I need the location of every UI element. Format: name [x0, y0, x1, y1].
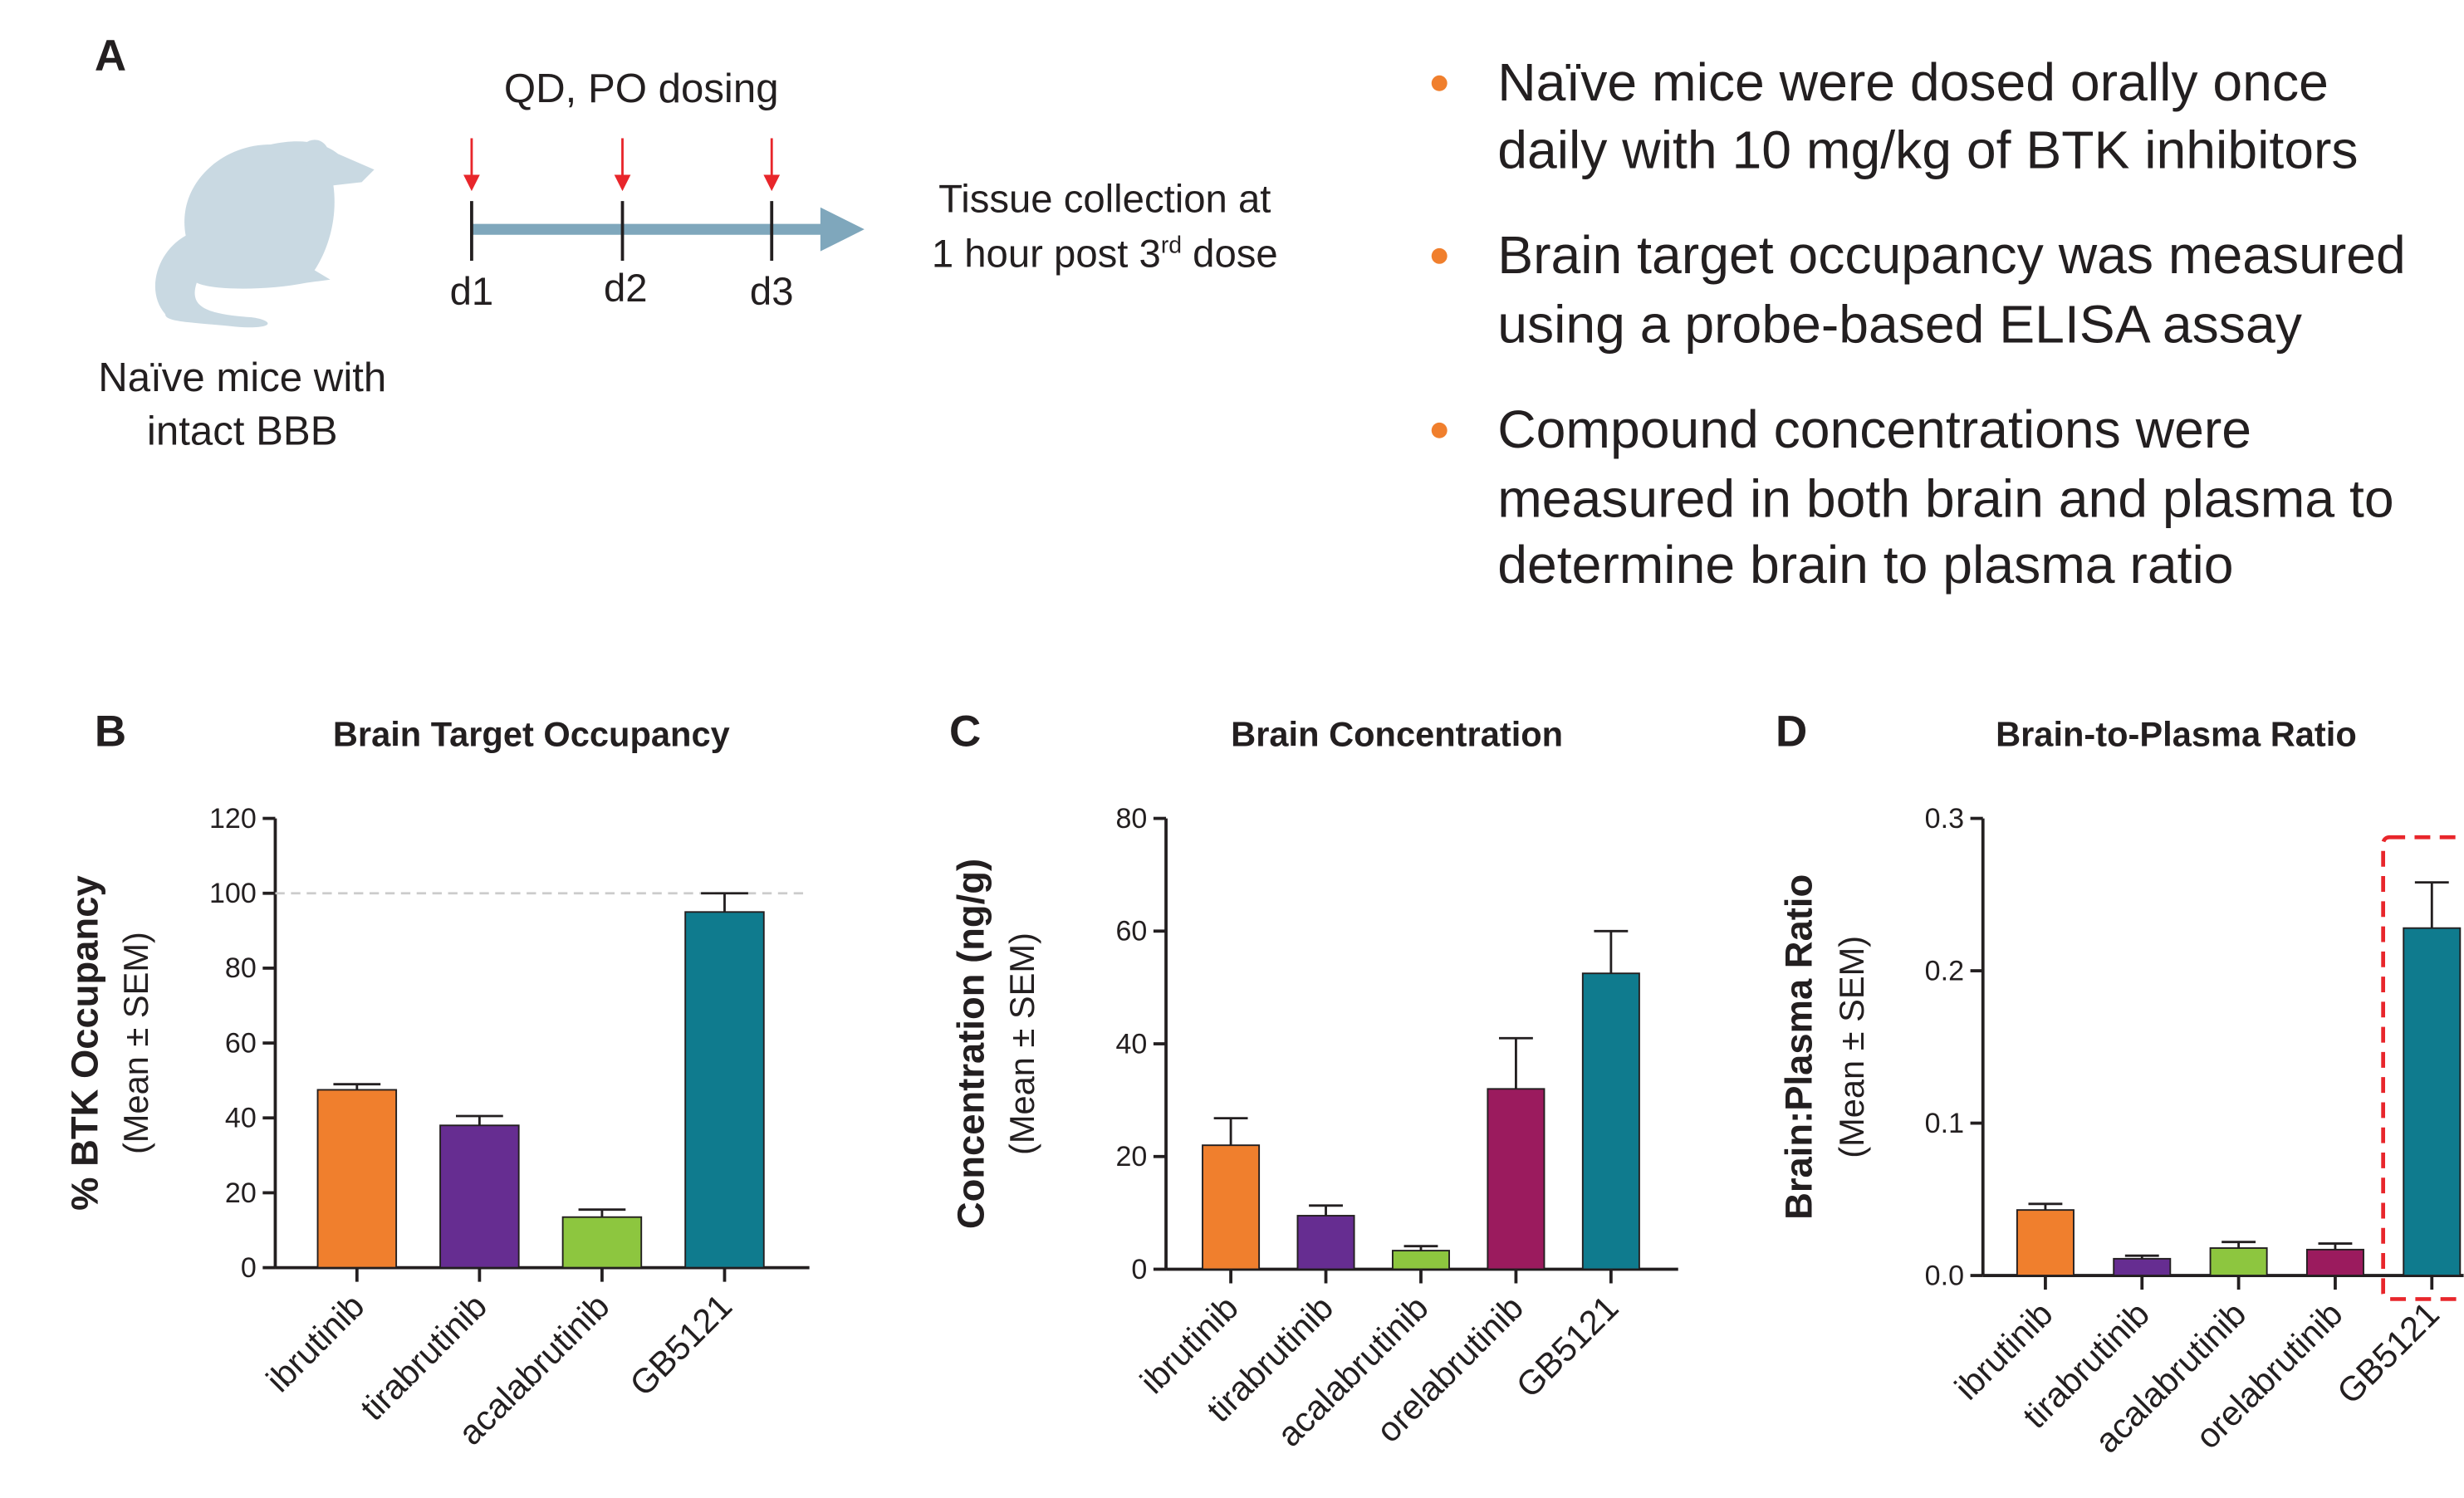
bar — [316, 1089, 398, 1269]
y-tick-label: 0.0 — [1925, 1260, 1964, 1291]
bar — [1391, 1250, 1450, 1270]
y-axis-sublabel: (Mean ± SEM) — [1832, 936, 1871, 1158]
y-tick-label: 80 — [1115, 803, 1147, 835]
chart-title: Brain Target Occupancy — [333, 715, 730, 754]
y-tick-label: 0 — [241, 1252, 257, 1284]
x-tick-label: ibrutinib — [258, 1286, 371, 1399]
bullet-text: daily with 10 mg/kg of BTK inhibitors — [1497, 120, 2358, 179]
bar — [684, 911, 765, 1269]
bar — [561, 1216, 643, 1269]
text: 1 hour post 3 — [932, 233, 1161, 277]
mouse-label: intact BBB — [147, 408, 338, 453]
collection-label: 1 hour post 3rd dose — [932, 233, 1278, 277]
bar — [1487, 1088, 1546, 1270]
x-tick-label: GB5121 — [1508, 1288, 1625, 1405]
collection-label: Tissue collection at — [938, 177, 1271, 221]
superscript: rd — [1161, 233, 1182, 259]
panel-letter: B — [95, 707, 126, 756]
bar — [2305, 1248, 2364, 1277]
y-tick-label: 80 — [225, 952, 257, 984]
bar — [439, 1124, 520, 1269]
bullet-text: measured in both brain and plasma to — [1497, 468, 2393, 528]
x-tick-label: GB5121 — [622, 1286, 739, 1403]
bullet-text: using a probe-based ELISA assay — [1497, 294, 2303, 354]
y-tick-label: 60 — [225, 1027, 257, 1059]
bar — [1581, 972, 1640, 1270]
y-tick-label: 20 — [1115, 1141, 1147, 1172]
y-axis-label: % BTK Occupancy — [64, 875, 106, 1211]
timeline-arrowhead — [820, 207, 865, 252]
mouse-label: Naïve mice with — [98, 355, 386, 400]
mouse-ear — [300, 140, 329, 169]
bar — [2209, 1247, 2268, 1277]
bullet-text: Brain target occupancy was measured — [1497, 225, 2406, 285]
day-label: d1 — [450, 270, 494, 314]
bar — [1296, 1215, 1355, 1270]
y-axis-label: Concentration (ng/g) — [950, 859, 992, 1229]
bullet-text: Naïve mice were dosed orally once — [1497, 52, 2329, 112]
y-tick-label: 40 — [225, 1103, 257, 1134]
bar — [1202, 1144, 1261, 1270]
chart-title: Brain-to-Plasma Ratio — [1996, 715, 2357, 754]
panel-letter: D — [1776, 707, 1807, 756]
y-axis-sublabel: (Mean ± SEM) — [1002, 933, 1041, 1155]
y-tick-label: 40 — [1115, 1028, 1147, 1060]
day-ticks — [470, 201, 774, 262]
mouse-icon — [154, 141, 375, 328]
y-tick-label: 0.3 — [1925, 803, 1964, 835]
bar — [2403, 927, 2462, 1277]
y-axis-sublabel: (Mean ± SEM) — [116, 932, 155, 1154]
y-axis-label: Brain:Plasma Ratio — [1778, 874, 1820, 1220]
x-tick-label: GB5121 — [2329, 1294, 2447, 1411]
bullet-dot — [1431, 75, 1448, 91]
y-tick-label: 20 — [225, 1177, 257, 1209]
dose-arrows — [463, 138, 781, 192]
y-tick-label: 100 — [209, 878, 257, 909]
bullet-text: determine brain to plasma ratio — [1497, 535, 2233, 595]
text: dose — [1182, 233, 1278, 277]
y-tick-label: 0.1 — [1925, 1108, 1964, 1139]
bar — [2016, 1209, 2075, 1277]
y-tick-label: 0 — [1131, 1254, 1147, 1285]
dosing-label: QD, PO dosing — [504, 66, 779, 111]
y-tick-label: 60 — [1115, 916, 1147, 947]
bullet-dot — [1431, 422, 1448, 438]
y-tick-label: 120 — [209, 803, 257, 835]
y-tick-label: 0.2 — [1925, 955, 1964, 986]
bullet-dot — [1431, 247, 1448, 264]
day-label: d3 — [750, 270, 794, 314]
panel-letter: A — [95, 32, 126, 81]
highlight-box — [2381, 835, 2464, 1301]
bullet-text: Compound concentrations were — [1497, 399, 2251, 459]
panel-letter: C — [949, 707, 981, 756]
bar — [2113, 1257, 2172, 1277]
chart-title: Brain Concentration — [1231, 715, 1563, 754]
day-label: d2 — [604, 267, 648, 311]
